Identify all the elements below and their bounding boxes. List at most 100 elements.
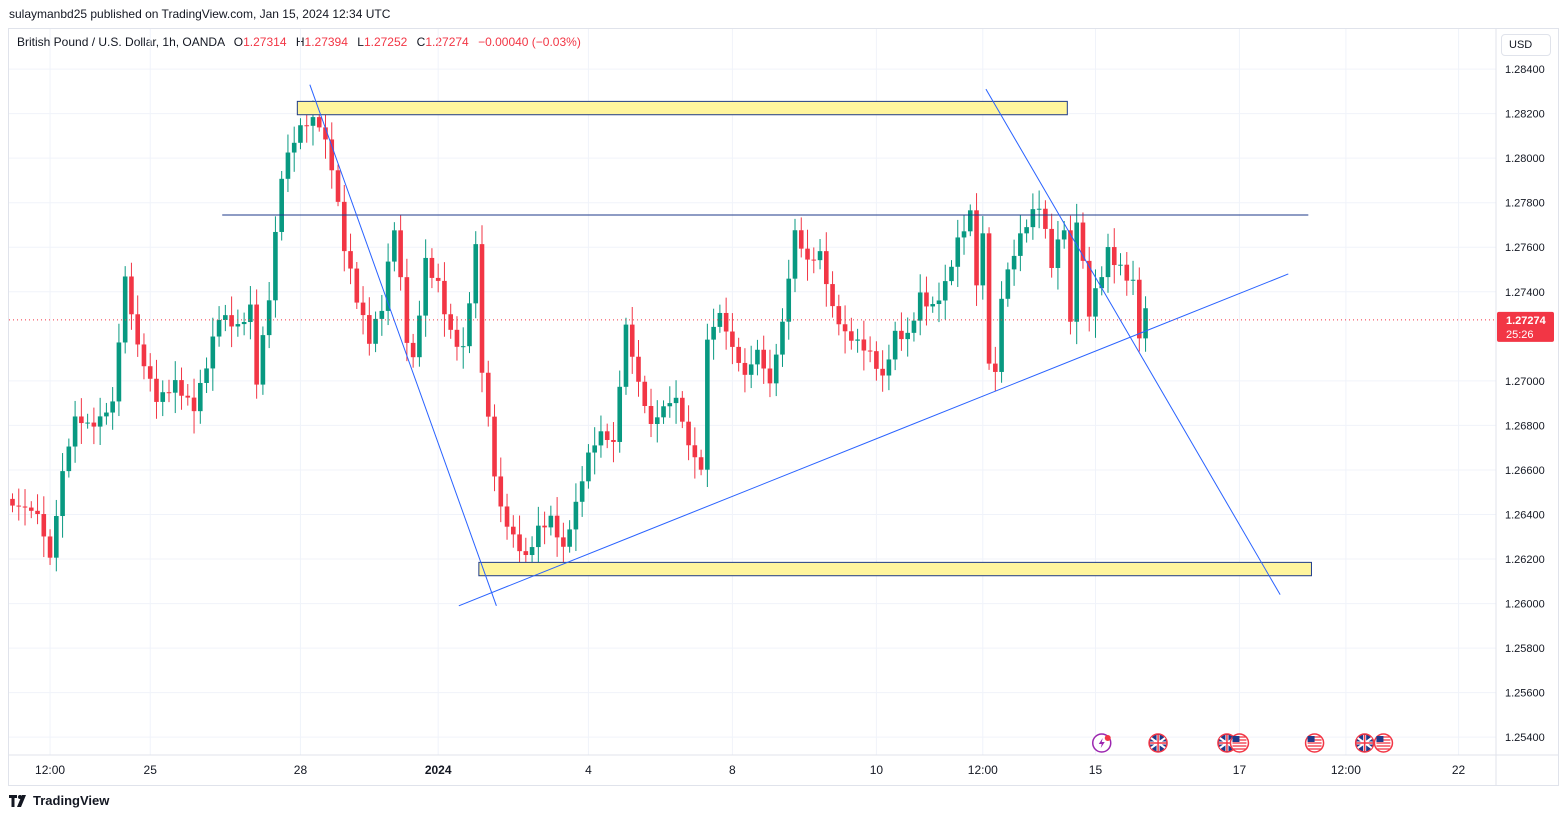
candle-body: [404, 277, 410, 343]
candle-body: [930, 304, 936, 307]
candle-body: [1005, 269, 1011, 299]
gb-flag-icon[interactable]: [1354, 733, 1375, 753]
candle: [191, 378, 197, 434]
candle: [10, 493, 15, 513]
gb-flag-icon[interactable]: [1148, 733, 1168, 753]
dividend-event-icon[interactable]: [1091, 733, 1112, 753]
candle-body: [698, 457, 704, 470]
candle: [817, 239, 823, 270]
candle-body: [598, 431, 604, 446]
candle-body: [1011, 255, 1017, 270]
us-flag-icon[interactable]: [1304, 733, 1325, 753]
candle: [542, 511, 547, 545]
y-tick-label: 1.28400: [1505, 64, 1545, 76]
candle-body: [817, 251, 823, 261]
candle: [1068, 215, 1073, 335]
candle: [442, 262, 447, 337]
candle: [335, 164, 341, 207]
candle: [554, 497, 560, 557]
candle-body: [47, 536, 53, 558]
candles: [10, 100, 1148, 572]
y-tick-label: 1.26600: [1505, 465, 1545, 477]
x-tick-label: 28: [294, 763, 308, 777]
candle: [867, 336, 873, 363]
candle-body: [260, 335, 266, 385]
candle-body: [886, 359, 892, 376]
chart-frame[interactable]: [8, 28, 1559, 786]
candle: [742, 348, 748, 393]
candle: [874, 341, 879, 381]
candle: [235, 309, 241, 337]
candle: [448, 303, 453, 339]
candle-body: [642, 381, 648, 407]
candle-body: [22, 506, 28, 508]
candle-body: [229, 315, 234, 327]
candle-body: [354, 268, 360, 303]
candle-body: [10, 498, 15, 506]
candle-body: [179, 380, 184, 396]
candle-body: [686, 421, 691, 446]
candle-body: [880, 368, 885, 376]
candle-body: [141, 344, 147, 367]
candle: [22, 489, 28, 526]
us-flag-icon[interactable]: [1373, 733, 1394, 753]
candle-body: [967, 210, 973, 232]
candle-body: [811, 259, 817, 261]
candle-body: [736, 346, 741, 363]
currency-button[interactable]: USD: [1501, 34, 1551, 56]
candle: [492, 404, 497, 492]
candle-body: [1099, 277, 1105, 289]
candle-body: [561, 537, 566, 547]
us-flag-icon[interactable]: [1229, 733, 1250, 753]
y-tick-label: 1.27600: [1505, 242, 1545, 254]
candle: [911, 312, 917, 342]
candle-body: [730, 331, 735, 347]
candle: [993, 346, 998, 392]
candle: [1074, 203, 1079, 345]
candle: [886, 344, 892, 391]
candle-body: [1049, 228, 1054, 268]
symbol-label[interactable]: British Pound / U.S. Dollar, 1h, OANDA: [17, 35, 225, 49]
gb-flag-cross-red: [1356, 735, 1373, 751]
candle: [792, 218, 798, 293]
gb-flag-cross-red: [1150, 735, 1167, 751]
candle-body: [367, 315, 372, 344]
candle-body: [1086, 260, 1092, 317]
candle: [748, 345, 754, 389]
candle-body: [1024, 227, 1029, 234]
candle-body: [360, 302, 366, 316]
candle-body: [849, 331, 854, 341]
candle: [1080, 212, 1086, 269]
candle-body: [836, 306, 842, 325]
open-label: O: [233, 35, 244, 49]
candle: [592, 427, 597, 475]
candle: [617, 370, 623, 453]
candle: [104, 402, 109, 425]
candle-body: [786, 278, 792, 322]
candle: [47, 529, 53, 565]
candle: [511, 515, 516, 548]
candle: [248, 286, 253, 340]
candle: [567, 520, 572, 553]
candle-body: [1068, 230, 1073, 322]
candle: [291, 126, 297, 172]
candle-body: [830, 284, 835, 307]
candle: [917, 274, 923, 336]
candle-body: [467, 303, 472, 347]
candle-body: [79, 416, 84, 424]
y-tick-label: 1.26200: [1505, 554, 1545, 566]
candle: [529, 536, 535, 566]
close-value: 1.27274: [425, 35, 469, 49]
candle-body: [874, 351, 879, 369]
candle: [736, 337, 741, 372]
x-tick-label: 8: [729, 763, 736, 777]
candle: [360, 286, 366, 335]
candle: [198, 369, 203, 424]
candle: [1043, 200, 1048, 239]
candle: [1086, 246, 1092, 332]
candle-body: [172, 380, 178, 393]
candle: [598, 415, 604, 458]
candle-body: [435, 277, 441, 281]
candle-body: [554, 515, 560, 538]
